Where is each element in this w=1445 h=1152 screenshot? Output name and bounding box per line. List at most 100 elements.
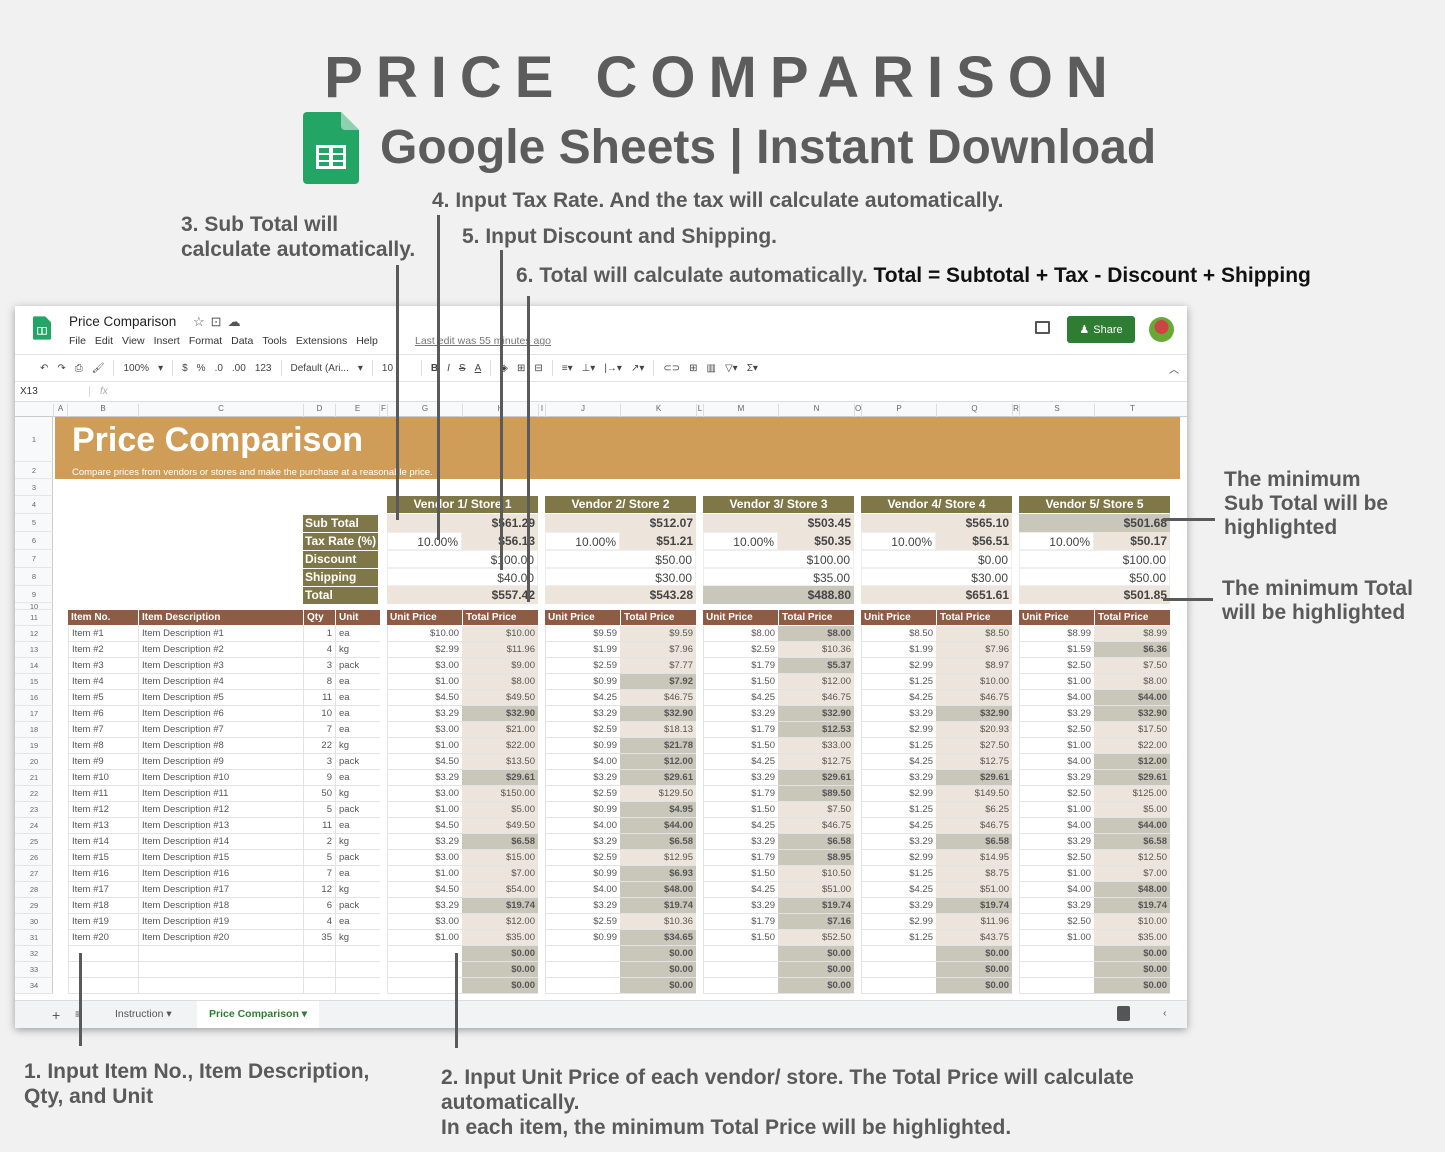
unit-price-cell[interactable]: $3.00 xyxy=(387,850,462,866)
unit-price-cell[interactable]: $4.00 xyxy=(545,882,620,898)
unit-cell[interactable]: kg xyxy=(335,834,380,850)
item-no-cell[interactable]: Item #13 xyxy=(68,818,138,834)
tab-instruction[interactable]: Instruction ▾ xyxy=(115,1008,172,1020)
qty-cell[interactable]: 6 xyxy=(303,898,335,914)
col-G[interactable]: G xyxy=(387,404,462,417)
borders-icon[interactable]: ⊞ xyxy=(516,362,526,374)
row-number[interactable]: 32 xyxy=(15,946,53,962)
unit-price-cell[interactable]: $1.25 xyxy=(861,738,936,754)
unit-price-cell[interactable]: $2.59 xyxy=(703,642,778,658)
unit-price-cell[interactable]: $3.29 xyxy=(861,706,936,722)
unit-price-cell[interactable]: $4.25 xyxy=(545,690,620,706)
item-description-cell[interactable]: Item Description #1 xyxy=(138,626,303,642)
functions-icon[interactable]: Σ▾ xyxy=(746,362,758,374)
qty-cell[interactable]: 5 xyxy=(303,802,335,818)
item-no-cell[interactable]: Item #3 xyxy=(68,658,138,674)
unit-price-cell[interactable]: $3.29 xyxy=(861,834,936,850)
unit-cell[interactable]: ea xyxy=(335,770,380,786)
unit-cell[interactable]: kg xyxy=(335,786,380,802)
unit-price-cell[interactable]: $2.59 xyxy=(545,786,620,802)
item-description-cell[interactable]: Item Description #20 xyxy=(138,930,303,946)
qty-cell[interactable]: 11 xyxy=(303,818,335,834)
row-number[interactable]: 25 xyxy=(15,834,53,850)
row-number[interactable]: 14 xyxy=(15,658,53,674)
row-number[interactable]: 13 xyxy=(15,642,53,658)
unit-price-cell[interactable] xyxy=(861,962,936,978)
horizontal-align-icon[interactable]: ≡▾ xyxy=(561,362,573,374)
item-description-cell[interactable]: Item Description #19 xyxy=(138,914,303,930)
user-avatar[interactable] xyxy=(1149,317,1174,342)
unit-price-cell[interactable]: $3.29 xyxy=(703,706,778,722)
row-number[interactable]: 19 xyxy=(15,738,53,754)
unit-price-cell[interactable]: $4.00 xyxy=(1019,690,1094,706)
col-N[interactable]: N xyxy=(778,404,854,417)
unit-price-cell[interactable]: $2.50 xyxy=(1019,722,1094,738)
unit-price-cell[interactable] xyxy=(545,946,620,962)
unit-price-cell[interactable]: $1.25 xyxy=(861,866,936,882)
share-button[interactable]: ♟ Share xyxy=(1067,316,1135,343)
unit-cell[interactable] xyxy=(335,978,380,994)
unit-price-cell[interactable]: $2.99 xyxy=(387,642,462,658)
unit-price-cell[interactable]: $1.50 xyxy=(703,738,778,754)
item-description-cell[interactable]: Item Description #2 xyxy=(138,642,303,658)
more-formats-button[interactable]: 123 xyxy=(254,362,272,374)
menu-data[interactable]: Data xyxy=(231,335,254,347)
sheet-grid[interactable]: 1 2 3 4 5 6 7 8 9 10 11 12 13 14 15 16 17 18 19 20 21 22 23 24 2… xyxy=(15,417,1187,994)
unit-price-cell[interactable]: $4.25 xyxy=(861,754,936,770)
unit-price-cell[interactable] xyxy=(387,978,462,994)
row-number[interactable]: 33 xyxy=(15,962,53,978)
row-number[interactable]: 1 xyxy=(15,417,53,462)
sheets-app-icon[interactable] xyxy=(33,316,51,340)
unit-price-cell[interactable]: $4.25 xyxy=(861,818,936,834)
unit-price-cell[interactable] xyxy=(861,946,936,962)
unit-price-cell[interactable] xyxy=(545,978,620,994)
row-number[interactable]: 12 xyxy=(15,626,53,642)
tax-rate-input[interactable]: 10.00% xyxy=(545,532,620,550)
unit-price-cell[interactable]: $4.50 xyxy=(387,754,462,770)
unit-price-cell[interactable]: $1.59 xyxy=(1019,642,1094,658)
unit-price-cell[interactable]: $2.50 xyxy=(1019,786,1094,802)
unit-price-cell[interactable]: $2.99 xyxy=(861,722,936,738)
item-description-cell[interactable]: Item Description #10 xyxy=(138,770,303,786)
unit-price-cell[interactable]: $1.00 xyxy=(1019,930,1094,946)
unit-price-cell[interactable]: $2.50 xyxy=(1019,914,1094,930)
unit-price-cell[interactable]: $3.00 xyxy=(387,722,462,738)
qty-cell[interactable]: 8 xyxy=(303,674,335,690)
col-D[interactable]: D xyxy=(303,404,335,417)
menu-view[interactable]: View xyxy=(122,335,145,347)
col-K[interactable]: K xyxy=(620,404,696,417)
tax-rate-input[interactable]: 10.00% xyxy=(387,532,462,550)
tax-rate-input[interactable]: 10.00% xyxy=(703,532,778,550)
unit-price-cell[interactable] xyxy=(703,962,778,978)
chevron-down-icon[interactable]: ▾ xyxy=(158,362,164,374)
item-description-cell[interactable]: Item Description #4 xyxy=(138,674,303,690)
qty-cell[interactable]: 35 xyxy=(303,930,335,946)
unit-price-cell[interactable]: $1.00 xyxy=(1019,866,1094,882)
item-no-cell[interactable]: Item #9 xyxy=(68,754,138,770)
qty-cell[interactable]: 50 xyxy=(303,786,335,802)
all-sheets-icon[interactable]: ≡ xyxy=(75,1007,82,1021)
row-number[interactable]: 4 xyxy=(15,496,53,514)
unit-cell[interactable] xyxy=(335,962,380,978)
row-number[interactable]: 11 xyxy=(15,610,53,626)
unit-price-cell[interactable]: $8.00 xyxy=(703,626,778,642)
menu-tools[interactable]: Tools xyxy=(262,335,287,347)
unit-cell[interactable]: kg xyxy=(335,738,380,754)
row-number[interactable]: 26 xyxy=(15,850,53,866)
discount-input[interactable]: $100.00 xyxy=(387,550,538,568)
qty-cell[interactable]: 7 xyxy=(303,866,335,882)
item-description-cell[interactable]: Item Description #11 xyxy=(138,786,303,802)
unit-price-cell[interactable]: $10.00 xyxy=(387,626,462,642)
link-icon[interactable]: ⊂⊃ xyxy=(663,362,681,374)
col-L[interactable]: L xyxy=(696,404,703,417)
unit-price-cell[interactable]: $3.29 xyxy=(1019,770,1094,786)
unit-price-cell[interactable]: $8.50 xyxy=(861,626,936,642)
row-number[interactable]: 8 xyxy=(15,568,53,586)
col-R[interactable]: R xyxy=(1012,404,1019,417)
unit-price-cell[interactable]: $1.79 xyxy=(703,658,778,674)
add-sheet-icon[interactable]: + xyxy=(52,1007,61,1023)
item-description-cell[interactable]: Item Description #5 xyxy=(138,690,303,706)
unit-price-cell[interactable]: $4.25 xyxy=(861,690,936,706)
unit-cell[interactable]: pack xyxy=(335,898,380,914)
row-number[interactable]: 18 xyxy=(15,722,53,738)
